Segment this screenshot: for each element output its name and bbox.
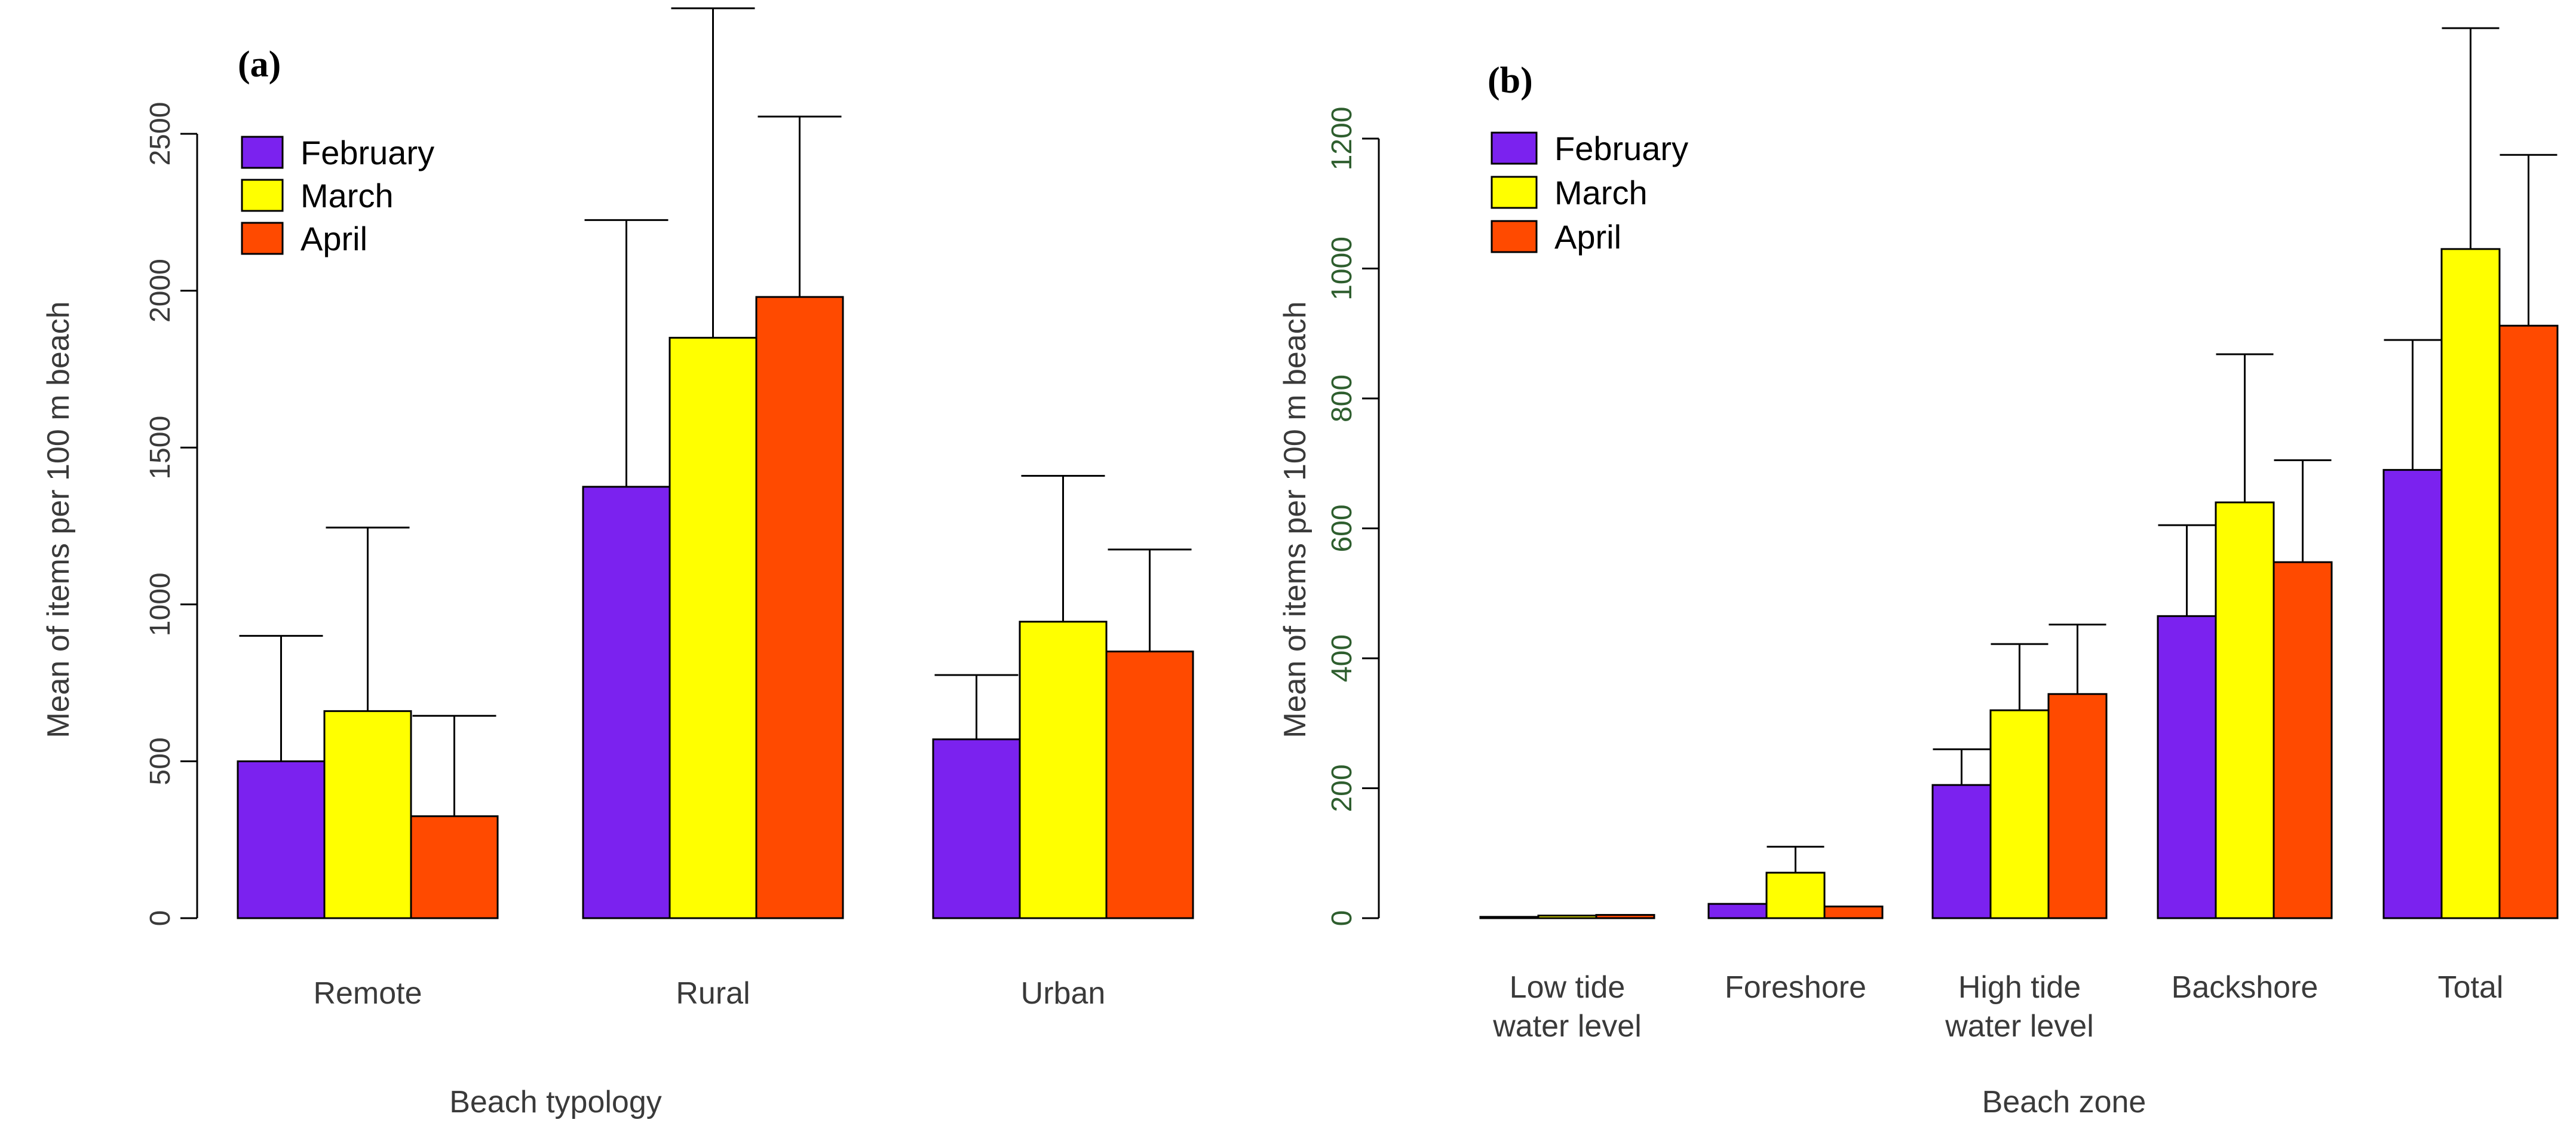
y-tick-label: 800 [1326,375,1358,422]
bar-april [2498,324,2559,919]
bar-february [932,738,1021,919]
y-tick-label: 600 [1326,504,1358,552]
y-tick-label: 1000 [145,572,176,636]
bar-april [2047,693,2108,919]
legend-label-february: February [300,134,434,171]
bar-february [1931,784,1992,919]
panel-label: (b) [1488,60,1533,101]
legend-label-april: April [300,220,367,257]
y-tick-label: 500 [145,737,176,785]
y-tick-label: 1500 [145,416,176,480]
bar-february [2157,615,2217,919]
category-label: Remote [313,976,422,1011]
category-label: High tide [1958,970,2081,1005]
bar-march [2440,248,2501,919]
bar-march [1019,621,1108,919]
legend-label-april: April [1554,218,1621,256]
y-tick-label: 1000 [1326,237,1358,300]
x-axis-title: Beach typology [449,1085,662,1119]
bar-march [668,336,758,919]
bar-february [2382,469,2443,919]
y-axis-title: Mean of items per 100 m beach [1278,301,1312,738]
bar-april [1595,914,1655,919]
category-label: Low tide [1510,970,1626,1005]
legend-swatch-april [241,222,284,255]
bar-march [1537,915,1597,919]
panel-label: (a) [238,44,281,85]
bar-april [1823,905,1884,919]
bar-march [1765,872,1826,919]
bar-march [2215,501,2275,919]
legend-swatch-february [241,136,284,169]
bar-march [1989,709,2050,919]
legend-label-march: March [1554,174,1648,211]
y-tick-label: 2500 [145,102,176,166]
bar-april [410,815,499,919]
y-tick-label: 0 [1326,910,1358,927]
bar-february [582,486,671,919]
chart-beach-typology: (a) 0 500 1000 1500 2000 2500 Mean of items per… [41,7,1194,1119]
x-axis-title: Beach zone [1982,1085,2146,1119]
legend-swatch-february [1491,131,1538,165]
legend-swatch-march [241,179,284,212]
bar-march [323,710,412,919]
legend-label-march: March [300,177,394,214]
bar-april [1105,651,1194,919]
category-label: Foreshore [1725,970,1866,1005]
y-tick-label: 200 [1326,764,1358,812]
category-label: water level [1492,1009,1642,1044]
bar-april [755,296,844,919]
category-label: Backshore [2172,970,2319,1005]
y-tick-label: 0 [145,910,176,927]
y-tick-label: 2000 [145,259,176,323]
chart-beach-zone: (b) 0 200 400 600 800 1000 1200 Mean of items pe… [1278,27,2559,1119]
y-axis-title: Mean of items per 100 m beach [41,301,76,738]
category-label: Total [2438,970,2504,1005]
bar-april [2273,561,2333,919]
bar-february [237,760,326,919]
category-label: Rural [676,976,750,1011]
bar-february [1707,903,1768,919]
bar-february [1479,916,1540,919]
legend-swatch-april [1491,220,1538,253]
y-tick-label: 400 [1326,634,1358,682]
legend-swatch-march [1491,176,1538,209]
y-tick-label: 1200 [1326,107,1358,171]
legend-label-february: February [1554,130,1688,167]
category-label: Urban [1021,976,1106,1011]
category-label: water level [1945,1009,2094,1044]
